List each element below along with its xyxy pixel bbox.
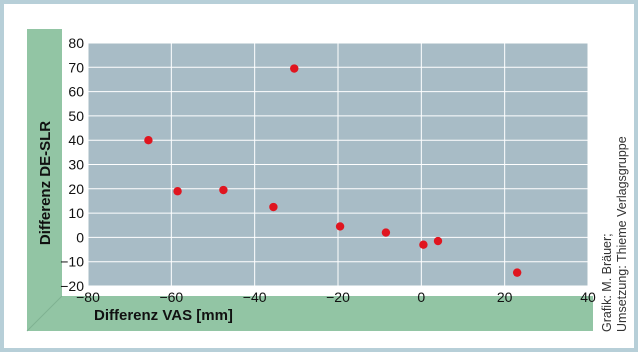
x-tick-label: 20: [497, 289, 513, 305]
data-point: [269, 202, 278, 212]
x-tick-label: 0: [417, 289, 425, 305]
credit-line-2: Umsetzung: Thieme Verlagsgruppe: [615, 136, 629, 332]
x-tick-label: −80: [76, 289, 100, 305]
data-point: [335, 222, 345, 231]
y-tick-label: 0: [76, 229, 84, 245]
x-axis-band: [27, 296, 593, 331]
data-point: [512, 268, 522, 277]
data-point: [381, 228, 391, 237]
y-tick-label: 80: [68, 35, 84, 51]
data-point: [290, 64, 299, 73]
data-point: [219, 185, 228, 195]
x-tick-label: −60: [159, 289, 183, 305]
y-tick-label: −20: [60, 278, 84, 294]
x-tick-label: 40: [580, 289, 596, 305]
grid-lines: [87, 42, 589, 287]
y-tick-label: 20: [68, 181, 84, 197]
band-fold-line: [26, 295, 63, 332]
data-point: [419, 240, 428, 249]
y-tick-label: 50: [68, 108, 84, 124]
y-tick-label: 70: [68, 59, 84, 75]
y-tick-label: 30: [68, 157, 84, 173]
y-tick-label: 40: [68, 132, 84, 148]
x-tick-label: −20: [326, 289, 350, 305]
x-tick-label: −40: [243, 289, 267, 305]
credit-line-1: Grafik: M. Bräuer;: [600, 233, 614, 332]
y-axis-label: Differenz DE-SLR: [37, 121, 54, 245]
y-tick-labels: −20 −10 0 10 20 30 40 50 60 70 80: [60, 35, 84, 294]
x-tick-labels: −80 −60 −40 −20 0 20 40: [76, 289, 596, 305]
data-points: [144, 64, 522, 277]
x-axis-label: Differenz VAS [mm]: [94, 307, 233, 324]
data-point: [433, 236, 443, 246]
y-tick-label: 60: [68, 84, 84, 100]
data-point: [173, 187, 182, 196]
y-axis-band: [27, 29, 62, 331]
y-tick-label: 10: [68, 205, 84, 221]
y-tick-label: −10: [60, 254, 84, 270]
data-point: [144, 136, 153, 145]
